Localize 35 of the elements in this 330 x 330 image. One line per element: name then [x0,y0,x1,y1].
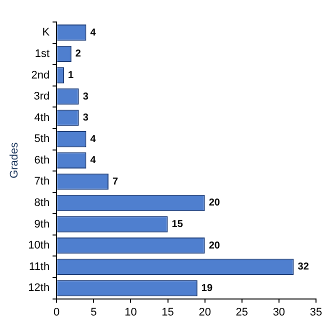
y-tick-label: 6th [34,154,50,166]
y-tick-label: 7th [34,176,50,188]
data-label: 32 [298,262,310,273]
x-tick-label: 30 [272,306,286,318]
x-tick-label: 20 [198,306,211,318]
x-tick-label: 35 [310,306,322,318]
data-label: 4 [90,155,96,166]
data-label: 20 [208,240,220,252]
y-tick-label: 2nd [31,69,50,82]
x-tick-label: 15 [162,306,174,318]
y-tick-label: 9th [34,218,50,230]
y-tick-label: 12th [28,282,50,294]
data-label: 15 [172,219,184,230]
data-label: 2 [75,48,82,60]
x-tick-label: 10 [124,306,137,318]
data-label: 20 [208,198,220,209]
y-tick-label: 8th [34,197,50,210]
x-tick-label: 25 [236,306,248,318]
y-tick-label: 5th [34,133,50,146]
data-label: 1 [68,70,74,81]
y-tick-label: K [42,26,50,39]
data-label: 4 [90,134,96,145]
y-tick-label: 1st [34,48,50,60]
y-tick-label: 10th [28,240,50,252]
y-tick-label: 3rd [34,90,50,103]
data-label: 4 [90,27,96,38]
data-label: 19 [201,282,213,294]
y-tick-label: 4th [34,112,50,124]
data-label: 7 [112,176,118,188]
y-tick-label: 11th [29,260,50,273]
data-label: 3 [82,91,89,102]
x-tick-label: 5 [90,306,97,318]
data-label: 3 [82,112,89,124]
x-tick-label: 0 [54,306,60,318]
y-axis-title: Grades [8,142,21,178]
